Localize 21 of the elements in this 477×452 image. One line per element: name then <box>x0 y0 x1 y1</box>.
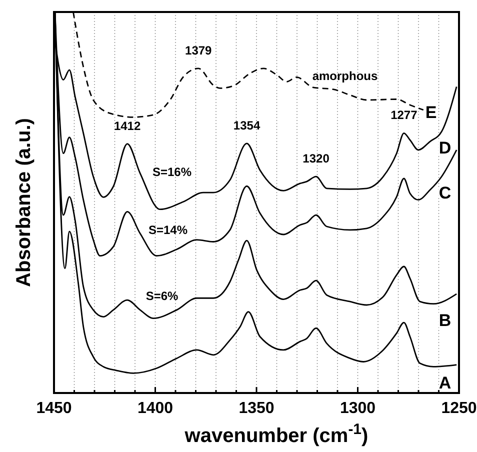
series-label: D <box>438 138 452 158</box>
annotation: 1320 <box>302 152 330 166</box>
annotation: 1412 <box>114 118 141 133</box>
y-axis-title: Absorbance (a.u.) <box>13 118 35 287</box>
annotation: amorphous <box>312 69 378 83</box>
annotation: 1277 <box>390 108 418 122</box>
annotation: S=6% <box>146 289 179 303</box>
series-label: C <box>438 184 452 203</box>
x-axis-title: wavenumber (cm$^{-1}$) <box>184 420 368 447</box>
x-tick-label: 1300 <box>340 400 376 417</box>
annotation: S=16% <box>152 165 192 179</box>
series-label: A <box>438 374 452 393</box>
x-tick-label: 1350 <box>238 400 274 417</box>
series-label: B <box>438 310 452 330</box>
x-tick-label: 1250 <box>441 400 477 417</box>
annotation: 1354 <box>233 118 260 132</box>
annotation: S=14% <box>148 223 188 237</box>
x-tick-label: 1400 <box>137 400 174 417</box>
annotation: 1379 <box>185 43 212 58</box>
x-tick-label: 1450 <box>36 400 72 417</box>
series-label: E <box>425 102 437 122</box>
